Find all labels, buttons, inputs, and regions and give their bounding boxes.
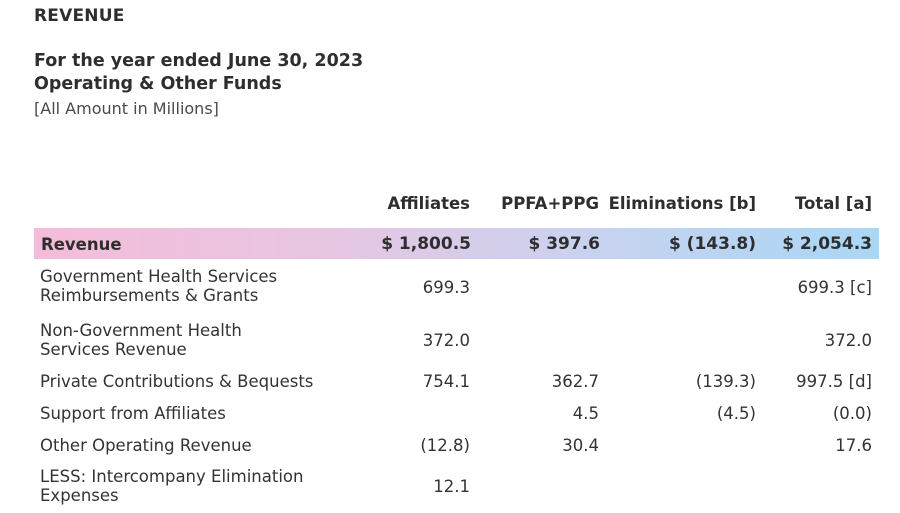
- revenue-total: $ 2,054.3: [782, 234, 872, 254]
- row-label-line: Services Revenue: [40, 340, 187, 359]
- section-title: REVENUE: [34, 6, 125, 26]
- cell-affiliates: 12.1: [433, 477, 470, 496]
- units-note: [All Amount in Millions]: [34, 99, 219, 118]
- revenue-eliminations: $ (143.8): [668, 234, 756, 254]
- column-header-total: Total [a]: [794, 194, 872, 213]
- cell-eliminations: (4.5): [716, 404, 756, 423]
- revenue-label: Revenue: [41, 235, 122, 254]
- row-label: Private Contributions & Bequests: [40, 372, 313, 391]
- row-label: LESS: Intercompany Elimination Expenses: [40, 467, 303, 505]
- cell-affiliates: (12.8): [420, 436, 470, 455]
- row-label-line: Government Health Services: [40, 267, 278, 286]
- cell-total: 699.3 [c]: [797, 278, 872, 297]
- funds-title: Operating & Other Funds: [34, 74, 282, 94]
- period-title: For the year ended June 30, 2023: [34, 51, 364, 71]
- cell-affiliates: 754.1: [422, 372, 470, 391]
- cell-ppfa: 4.5: [572, 404, 599, 423]
- row-label-line: LESS: Intercompany Elimination: [40, 467, 304, 486]
- row-label-line: Expenses: [40, 486, 119, 505]
- row-label-line: Non-Government Health: [40, 321, 242, 340]
- revenue-ppfa: $ 397.6: [528, 234, 600, 254]
- column-header-ppfa: PPFA+PPG: [501, 194, 599, 213]
- revenue-affiliates: $ 1,800.5: [381, 234, 471, 254]
- row-label-line: Other Operating Revenue: [40, 436, 252, 455]
- column-header-affiliates: Affiliates: [387, 194, 470, 213]
- cell-total: 997.5 [d]: [796, 372, 872, 391]
- cell-ppfa: 30.4: [562, 436, 599, 455]
- row-label-line: Private Contributions & Bequests: [40, 372, 314, 391]
- row-label-line: Support from Affiliates: [40, 404, 226, 423]
- cell-affiliates: 699.3: [422, 278, 470, 297]
- cell-total: 372.0: [824, 331, 872, 350]
- row-label: Support from Affiliates: [40, 404, 226, 423]
- row-label: Government Health Services Reimbursement…: [40, 267, 277, 305]
- cell-eliminations: (139.3): [695, 372, 756, 391]
- row-label-line: Reimbursements & Grants: [40, 286, 259, 305]
- row-label: Other Operating Revenue: [40, 436, 252, 455]
- cell-total: 17.6: [835, 436, 872, 455]
- cell-total: (0.0): [832, 404, 872, 423]
- column-header-eliminations: Eliminations [b]: [608, 194, 756, 213]
- row-label: Non-Government Health Services Revenue: [40, 321, 242, 359]
- cell-affiliates: 372.0: [422, 331, 470, 350]
- revenue-summary-row: Revenue $ 1,800.5 $ 397.6 $ (143.8) $ 2,…: [34, 228, 879, 259]
- cell-ppfa: 362.7: [551, 372, 599, 391]
